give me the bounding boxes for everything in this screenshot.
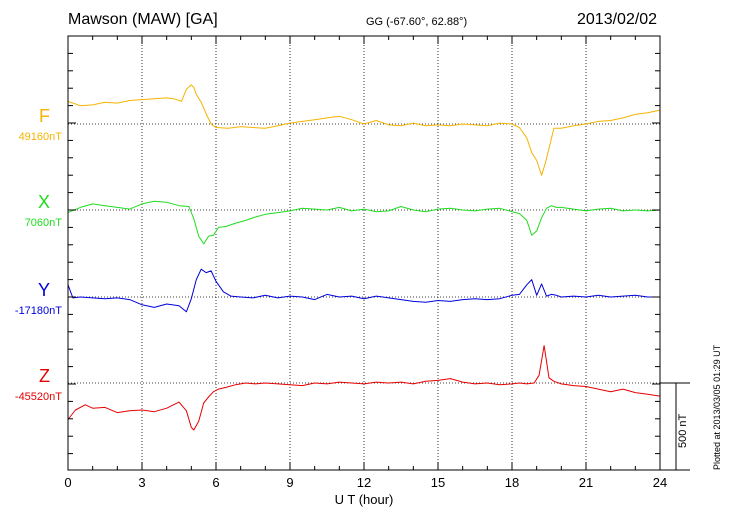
scale-bar-label: 500 nT (677, 413, 689, 448)
component-f-baseline: 49160nT (18, 131, 62, 143)
coordinates-label: GG (-67.60°, 62.88°) (366, 16, 468, 28)
plotted-note: Plotted at 2013/03/05 01:29 UT (712, 344, 722, 470)
x-tick-label-15: 15 (431, 475, 445, 490)
x-tick-label-21: 21 (579, 475, 593, 490)
component-z-baseline: -45520nT (14, 391, 62, 403)
component-y-letter: Y (37, 280, 50, 300)
series-line-x (67, 200, 661, 245)
component-z-letter: Z (39, 366, 50, 386)
component-f-letter: F (39, 106, 50, 126)
x-tick-label-12: 12 (357, 475, 371, 490)
component-x-letter: X (37, 192, 50, 212)
tick-layer: 0 3 6 9 12 15 18 21 24 (64, 36, 667, 490)
station-title: Mawson (MAW) [GA] (68, 11, 218, 28)
x-axis-label: U T (hour) (335, 492, 394, 507)
grid-layer (141, 36, 587, 470)
x-tick-label-9: 9 (286, 475, 293, 490)
component-y-baseline: -17180nT (14, 305, 62, 317)
x-tick-label-0: 0 (64, 475, 71, 490)
series-line-y (67, 268, 660, 313)
series-line-f (67, 84, 661, 176)
date-label: 2013/02/02 (577, 11, 658, 28)
series-layer (67, 84, 661, 431)
x-tick-label-3: 3 (138, 475, 145, 490)
x-tick-label-6: 6 (212, 475, 219, 490)
x-tick-label-18: 18 (505, 475, 519, 490)
series-line-z (67, 345, 661, 431)
x-tick-label-24: 24 (653, 475, 667, 490)
component-x-baseline: 7060nT (24, 217, 62, 229)
